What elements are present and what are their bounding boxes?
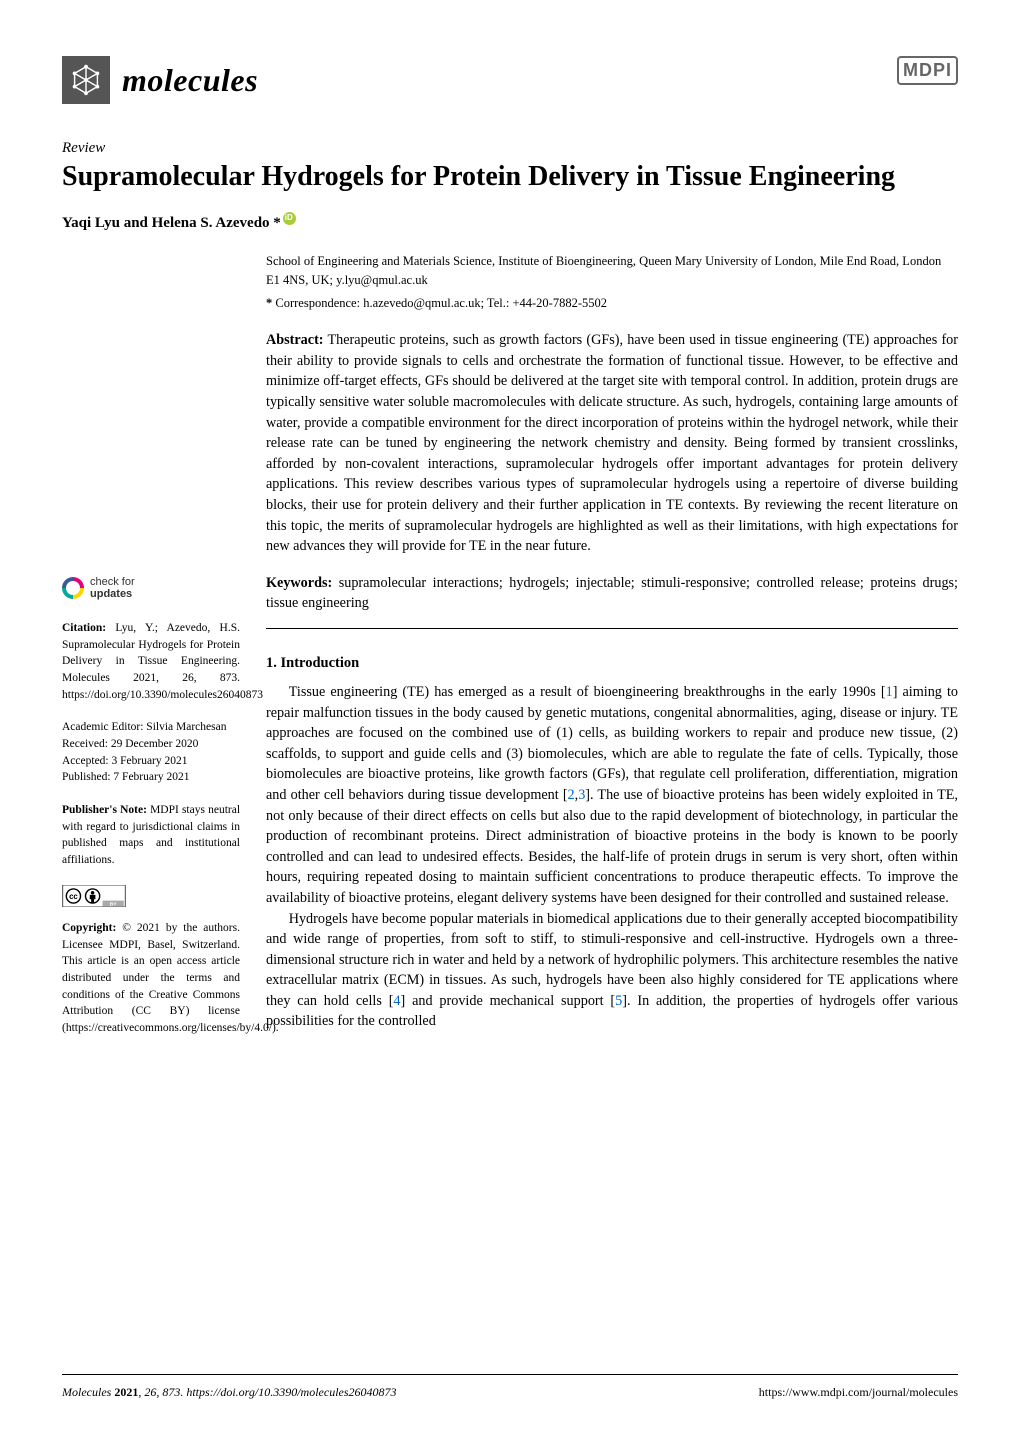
page-header: molecules MDPI bbox=[62, 56, 958, 104]
publisher-note-label: Publisher's Note: bbox=[62, 804, 147, 816]
journal-logo: molecules bbox=[62, 56, 258, 104]
ref-link-2[interactable]: 2 bbox=[568, 787, 575, 803]
sidebar: check for updates Citation: Lyu, Y.; Aze… bbox=[62, 252, 240, 1053]
affiliation: School of Engineering and Materials Scie… bbox=[266, 252, 958, 290]
svg-text:cc: cc bbox=[69, 892, 78, 901]
copyright-text: © 2021 by the authors. Licensee MDPI, Ba… bbox=[62, 922, 279, 1034]
keywords: Keywords: supramolecular interactions; h… bbox=[266, 573, 958, 614]
cc-license-badge[interactable]: cc BY bbox=[62, 885, 240, 912]
abstract-label: Abstract: bbox=[266, 332, 324, 348]
published-line: Published: 7 February 2021 bbox=[62, 771, 189, 783]
check-updates-text: check for updates bbox=[90, 576, 135, 600]
keywords-text: supramolecular interactions; hydrogels; … bbox=[266, 575, 958, 612]
main-column: School of Engineering and Materials Scie… bbox=[266, 252, 958, 1053]
citation-block: Citation: Lyu, Y.; Azevedo, H.S. Supramo… bbox=[62, 620, 240, 703]
content-columns: check for updates Citation: Lyu, Y.; Aze… bbox=[62, 252, 958, 1053]
cc-by-icon: cc BY bbox=[62, 885, 126, 907]
correspondence-marker: * bbox=[266, 296, 272, 310]
keywords-label: Keywords: bbox=[266, 575, 332, 591]
molecule-glyph-icon bbox=[67, 61, 105, 99]
section-heading: 1. Introduction bbox=[266, 653, 958, 674]
article-title: Supramolecular Hydrogels for Protein Del… bbox=[62, 159, 958, 194]
intro-paragraph-1: Tissue engineering (TE) has emerged as a… bbox=[266, 682, 958, 909]
correspondence-text: Correspondence: h.azevedo@qmul.ac.uk; Te… bbox=[275, 296, 607, 310]
editor-line: Academic Editor: Silvia Marchesan bbox=[62, 721, 226, 733]
authors-text: Yaqi Lyu and Helena S. Azevedo * bbox=[62, 215, 281, 231]
ref-link-4[interactable]: 4 bbox=[393, 993, 400, 1009]
correspondence: * Correspondence: h.azevedo@qmul.ac.uk; … bbox=[266, 294, 958, 313]
footer-url[interactable]: https://www.mdpi.com/journal/molecules bbox=[759, 1385, 958, 1400]
page-footer: Molecules 2021, 26, 873. https://doi.org… bbox=[62, 1374, 958, 1400]
crossmark-icon bbox=[62, 577, 84, 599]
received-line: Received: 29 December 2020 bbox=[62, 738, 198, 750]
journal-name: molecules bbox=[122, 62, 258, 99]
footer-journal: Molecules bbox=[62, 1385, 111, 1399]
ref-link-1[interactable]: 1 bbox=[886, 684, 893, 700]
svg-text:BY: BY bbox=[110, 901, 118, 906]
publisher-note: Publisher's Note: MDPI stays neutral wit… bbox=[62, 802, 240, 869]
intro-paragraph-2: Hydrogels have become popular materials … bbox=[266, 909, 958, 1033]
accepted-line: Accepted: 3 February 2021 bbox=[62, 755, 188, 767]
molecules-icon bbox=[62, 56, 110, 104]
authors: Yaqi Lyu and Helena S. Azevedo * bbox=[62, 212, 958, 232]
citation-label: Citation: bbox=[62, 622, 106, 634]
sidebar-spacer bbox=[62, 252, 240, 576]
copyright-block: Copyright: © 2021 by the authors. Licens… bbox=[62, 920, 240, 1037]
editorial-dates: Academic Editor: Silvia Marchesan Receiv… bbox=[62, 719, 240, 786]
check-updates-badge[interactable]: check for updates bbox=[62, 576, 240, 604]
abstract-text: Therapeutic proteins, such as growth fac… bbox=[266, 332, 958, 554]
footer-rest: 26, 873. https://doi.org/10.3390/molecul… bbox=[144, 1385, 396, 1399]
orcid-icon[interactable] bbox=[283, 212, 296, 225]
copyright-label: Copyright: bbox=[62, 922, 116, 934]
article-type: Review bbox=[62, 140, 958, 157]
section-divider bbox=[266, 628, 958, 629]
footer-citation: Molecules 2021, 26, 873. https://doi.org… bbox=[62, 1385, 397, 1400]
publisher-logo: MDPI bbox=[897, 56, 958, 85]
abstract: Abstract: Therapeutic proteins, such as … bbox=[266, 330, 958, 557]
footer-year: 2021 bbox=[114, 1385, 138, 1399]
